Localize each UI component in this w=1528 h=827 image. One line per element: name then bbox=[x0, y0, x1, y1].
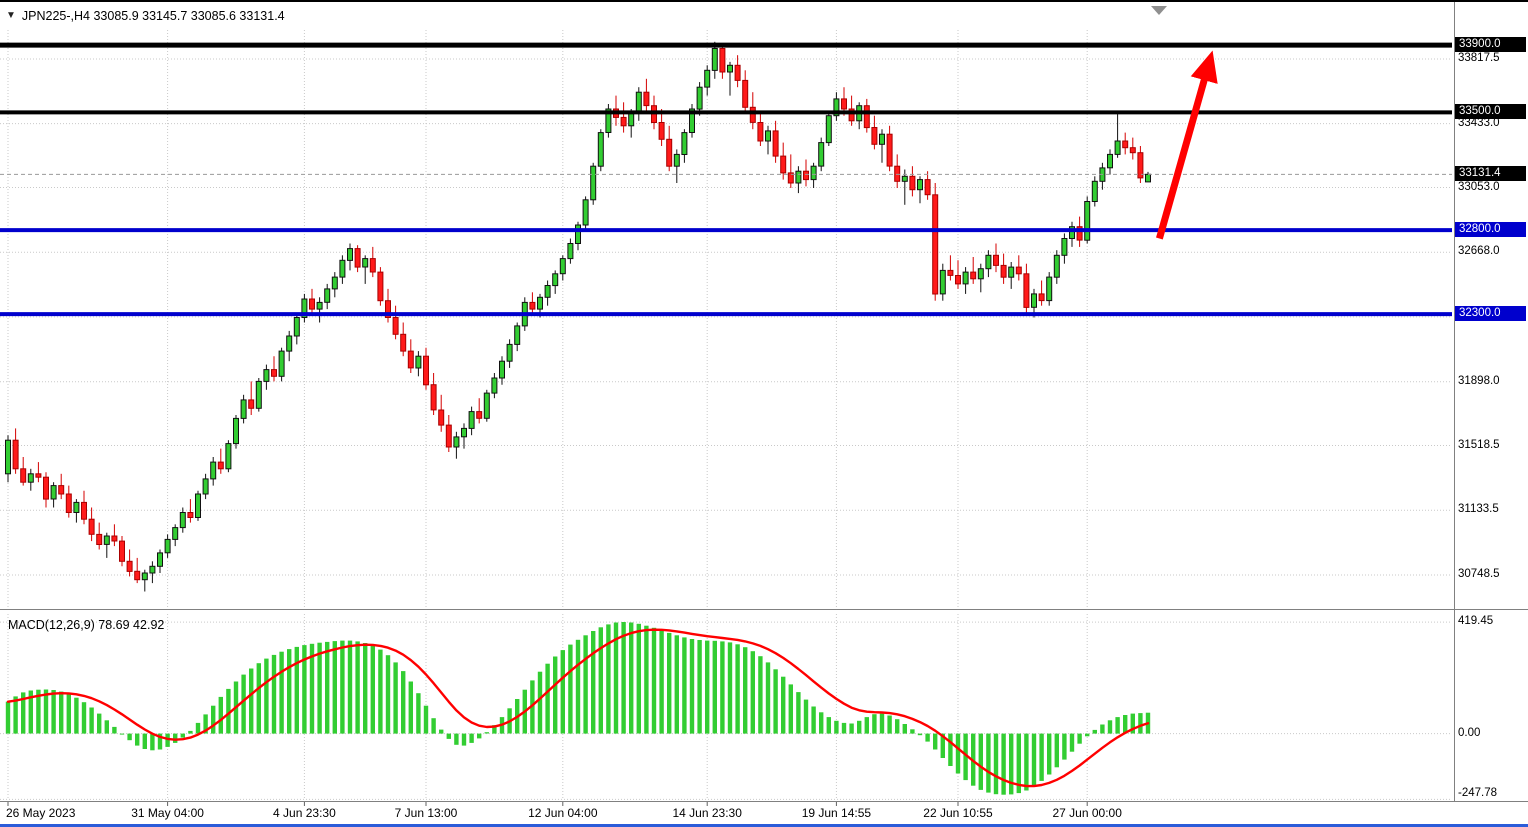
price-axis[interactable]: 33817.533433.033053.032668.032283.531898… bbox=[1455, 2, 1528, 802]
hline-price-label: 32300.0 bbox=[1455, 306, 1526, 322]
price-tick-label: 32668.0 bbox=[1458, 245, 1500, 258]
price-tick-label: 30748.5 bbox=[1458, 567, 1500, 580]
macd-tick-label: 0.00 bbox=[1458, 726, 1481, 739]
time-tick-label: 12 Jun 04:00 bbox=[528, 806, 598, 820]
price-tick-label: 31518.5 bbox=[1458, 438, 1500, 451]
price-tick-label: 33817.5 bbox=[1458, 52, 1500, 64]
gridlines bbox=[0, 30, 1452, 800]
symbol-ohlc-readout: JPN225-,H4 33085.9 33145.7 33085.6 33131… bbox=[21, 9, 285, 23]
time-tick-label: 27 Jun 00:00 bbox=[1052, 806, 1122, 820]
macd-histogram bbox=[5, 622, 1151, 795]
price-tick-label: 33433.0 bbox=[1458, 116, 1500, 129]
hline-price-label: 33500.0 bbox=[1455, 104, 1526, 120]
macd-signal-line bbox=[6, 628, 1150, 788]
chart-header: ▼ JPN225-,H4 33085.9 33145.7 33085.6 331… bbox=[6, 9, 285, 23]
price-tick-label: 31898.0 bbox=[1458, 374, 1500, 387]
macd-tick-label: 419.45 bbox=[1458, 615, 1494, 628]
time-axis[interactable]: 26 May 2023 31 May 04:00 4 Jun 23:30 7 Jun … bbox=[0, 802, 1528, 824]
price-tick-label: 31133.5 bbox=[1458, 503, 1499, 516]
time-tick-label: 19 Jun 14:55 bbox=[801, 806, 872, 820]
time-tick-label: 4 Jun 23:30 bbox=[273, 806, 336, 820]
time-tick-label: 14 Jun 23:30 bbox=[672, 806, 742, 820]
chart-shift-icon[interactable] bbox=[1151, 6, 1167, 15]
current-price-label: 33131.4 bbox=[1455, 166, 1526, 182]
time-tick-label: 7 Jun 13:00 bbox=[394, 806, 458, 820]
trend-arrow-annotation[interactable] bbox=[1156, 50, 1218, 240]
time-tick-label: 31 May 04:00 bbox=[131, 806, 204, 820]
time-tick-label: 22 Jun 10:55 bbox=[923, 806, 993, 820]
chart-symbol-icon: ▼ bbox=[6, 10, 16, 21]
price-tick-label: 33053.0 bbox=[1458, 180, 1500, 193]
macd-indicator-label: MACD(12,26,9) 78.69 42.92 bbox=[8, 618, 165, 632]
macd-tick-label: -247.78 bbox=[1458, 787, 1498, 799]
time-tick-label: 26 May 2023 bbox=[6, 806, 76, 820]
hline-price-label: 33900.0 bbox=[1455, 37, 1526, 53]
hline-price-label: 32800.0 bbox=[1455, 222, 1526, 238]
